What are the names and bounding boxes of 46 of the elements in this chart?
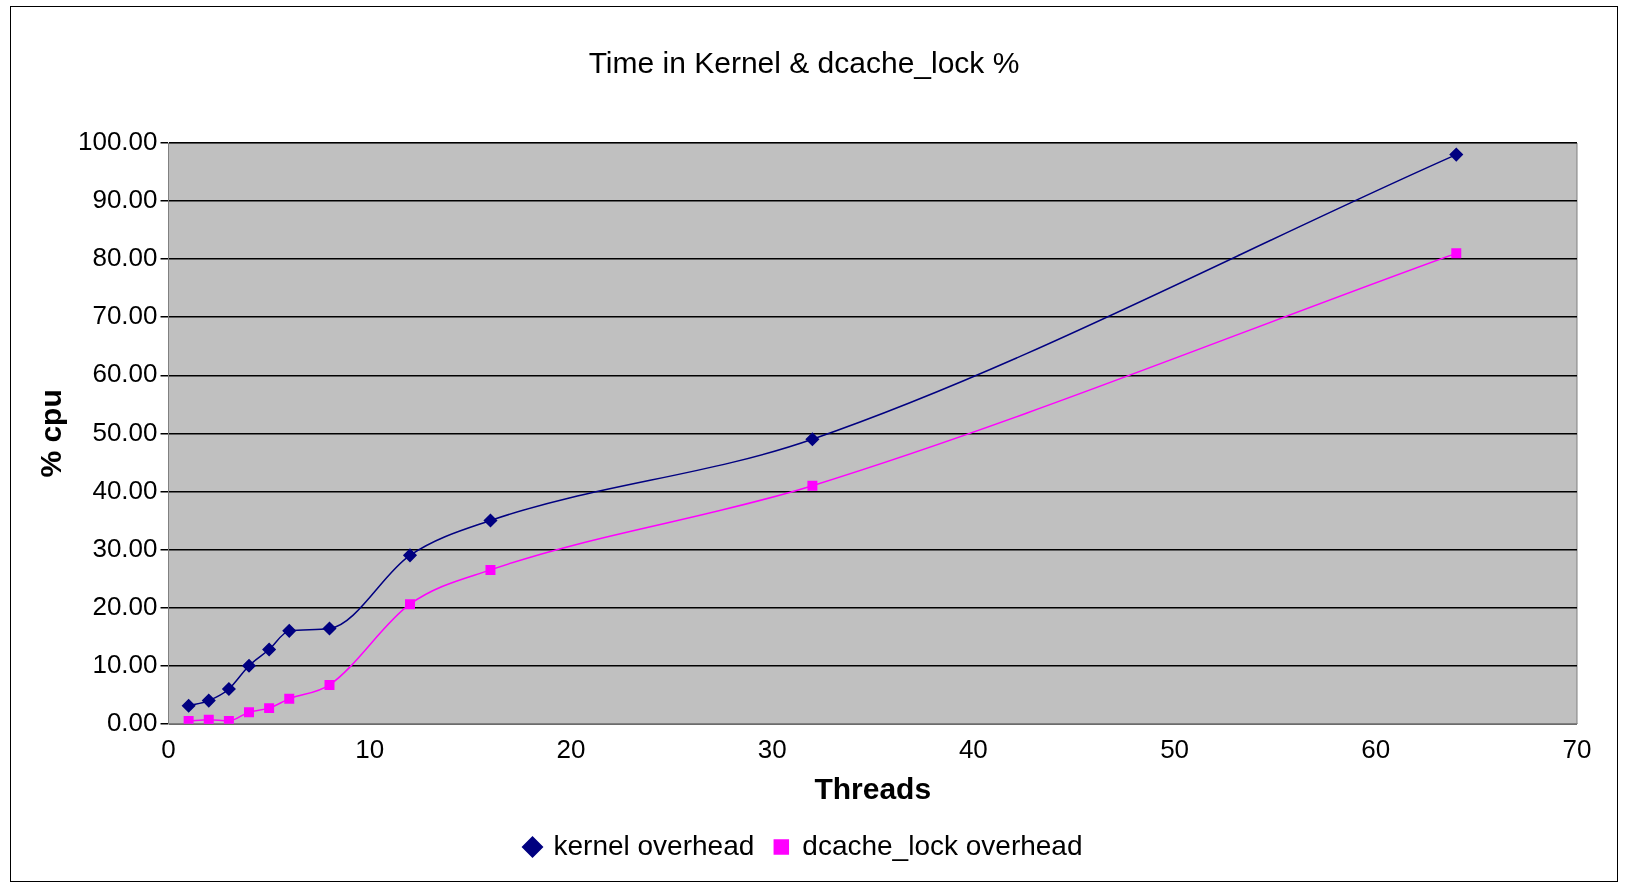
point — [1451, 248, 1462, 259]
point — [181, 699, 196, 713]
chart-title: Time in Kernel & dcache_lock % — [588, 46, 1020, 80]
point — [202, 693, 216, 708]
point — [282, 624, 296, 638]
point — [322, 621, 337, 636]
y-tick-label: 90.00 — [92, 184, 158, 215]
x-tick-label: 0 — [161, 733, 176, 764]
point — [1449, 147, 1464, 162]
point — [262, 642, 276, 657]
point — [223, 715, 234, 724]
y-tick-label: 60.00 — [92, 358, 158, 389]
y-tick-label: 50.00 — [92, 416, 158, 447]
x-tick-label: 20 — [556, 733, 586, 764]
point — [244, 707, 254, 718]
x-tick-label: 40 — [958, 733, 988, 764]
point — [403, 548, 417, 563]
y-tick-label: 40.00 — [92, 474, 158, 505]
point — [222, 682, 236, 696]
point — [183, 715, 194, 724]
x-axis-title: Threads — [814, 772, 932, 806]
point — [805, 432, 820, 446]
y-tick-label: 20.00 — [92, 590, 158, 621]
point — [264, 703, 275, 714]
point — [242, 658, 256, 673]
y-axis-title: % cpu — [34, 389, 68, 478]
x-tick-label: 50 — [1160, 733, 1190, 764]
y-tick-label: 70.00 — [92, 300, 158, 331]
point — [483, 513, 498, 528]
point — [203, 714, 214, 724]
y-tick-label: 10.00 — [92, 648, 158, 679]
x-tick-label: 70 — [1562, 733, 1592, 764]
y-tick-label: 100.00 — [77, 126, 158, 157]
point — [324, 679, 335, 690]
y-tick-label: 0.00 — [106, 706, 158, 737]
point — [284, 693, 295, 704]
point — [807, 480, 818, 491]
y-tick-label: 30.00 — [92, 532, 158, 563]
y-tick-label: 80.00 — [92, 242, 158, 273]
legend-label: kernel overhead — [553, 829, 755, 861]
x-tick-label: 60 — [1361, 733, 1391, 764]
x-tick-label: 10 — [355, 733, 385, 764]
point — [485, 564, 496, 575]
x-tick-label: 30 — [757, 733, 787, 764]
point — [404, 599, 415, 610]
legend-label: dcache_lock overhead — [802, 829, 1083, 861]
